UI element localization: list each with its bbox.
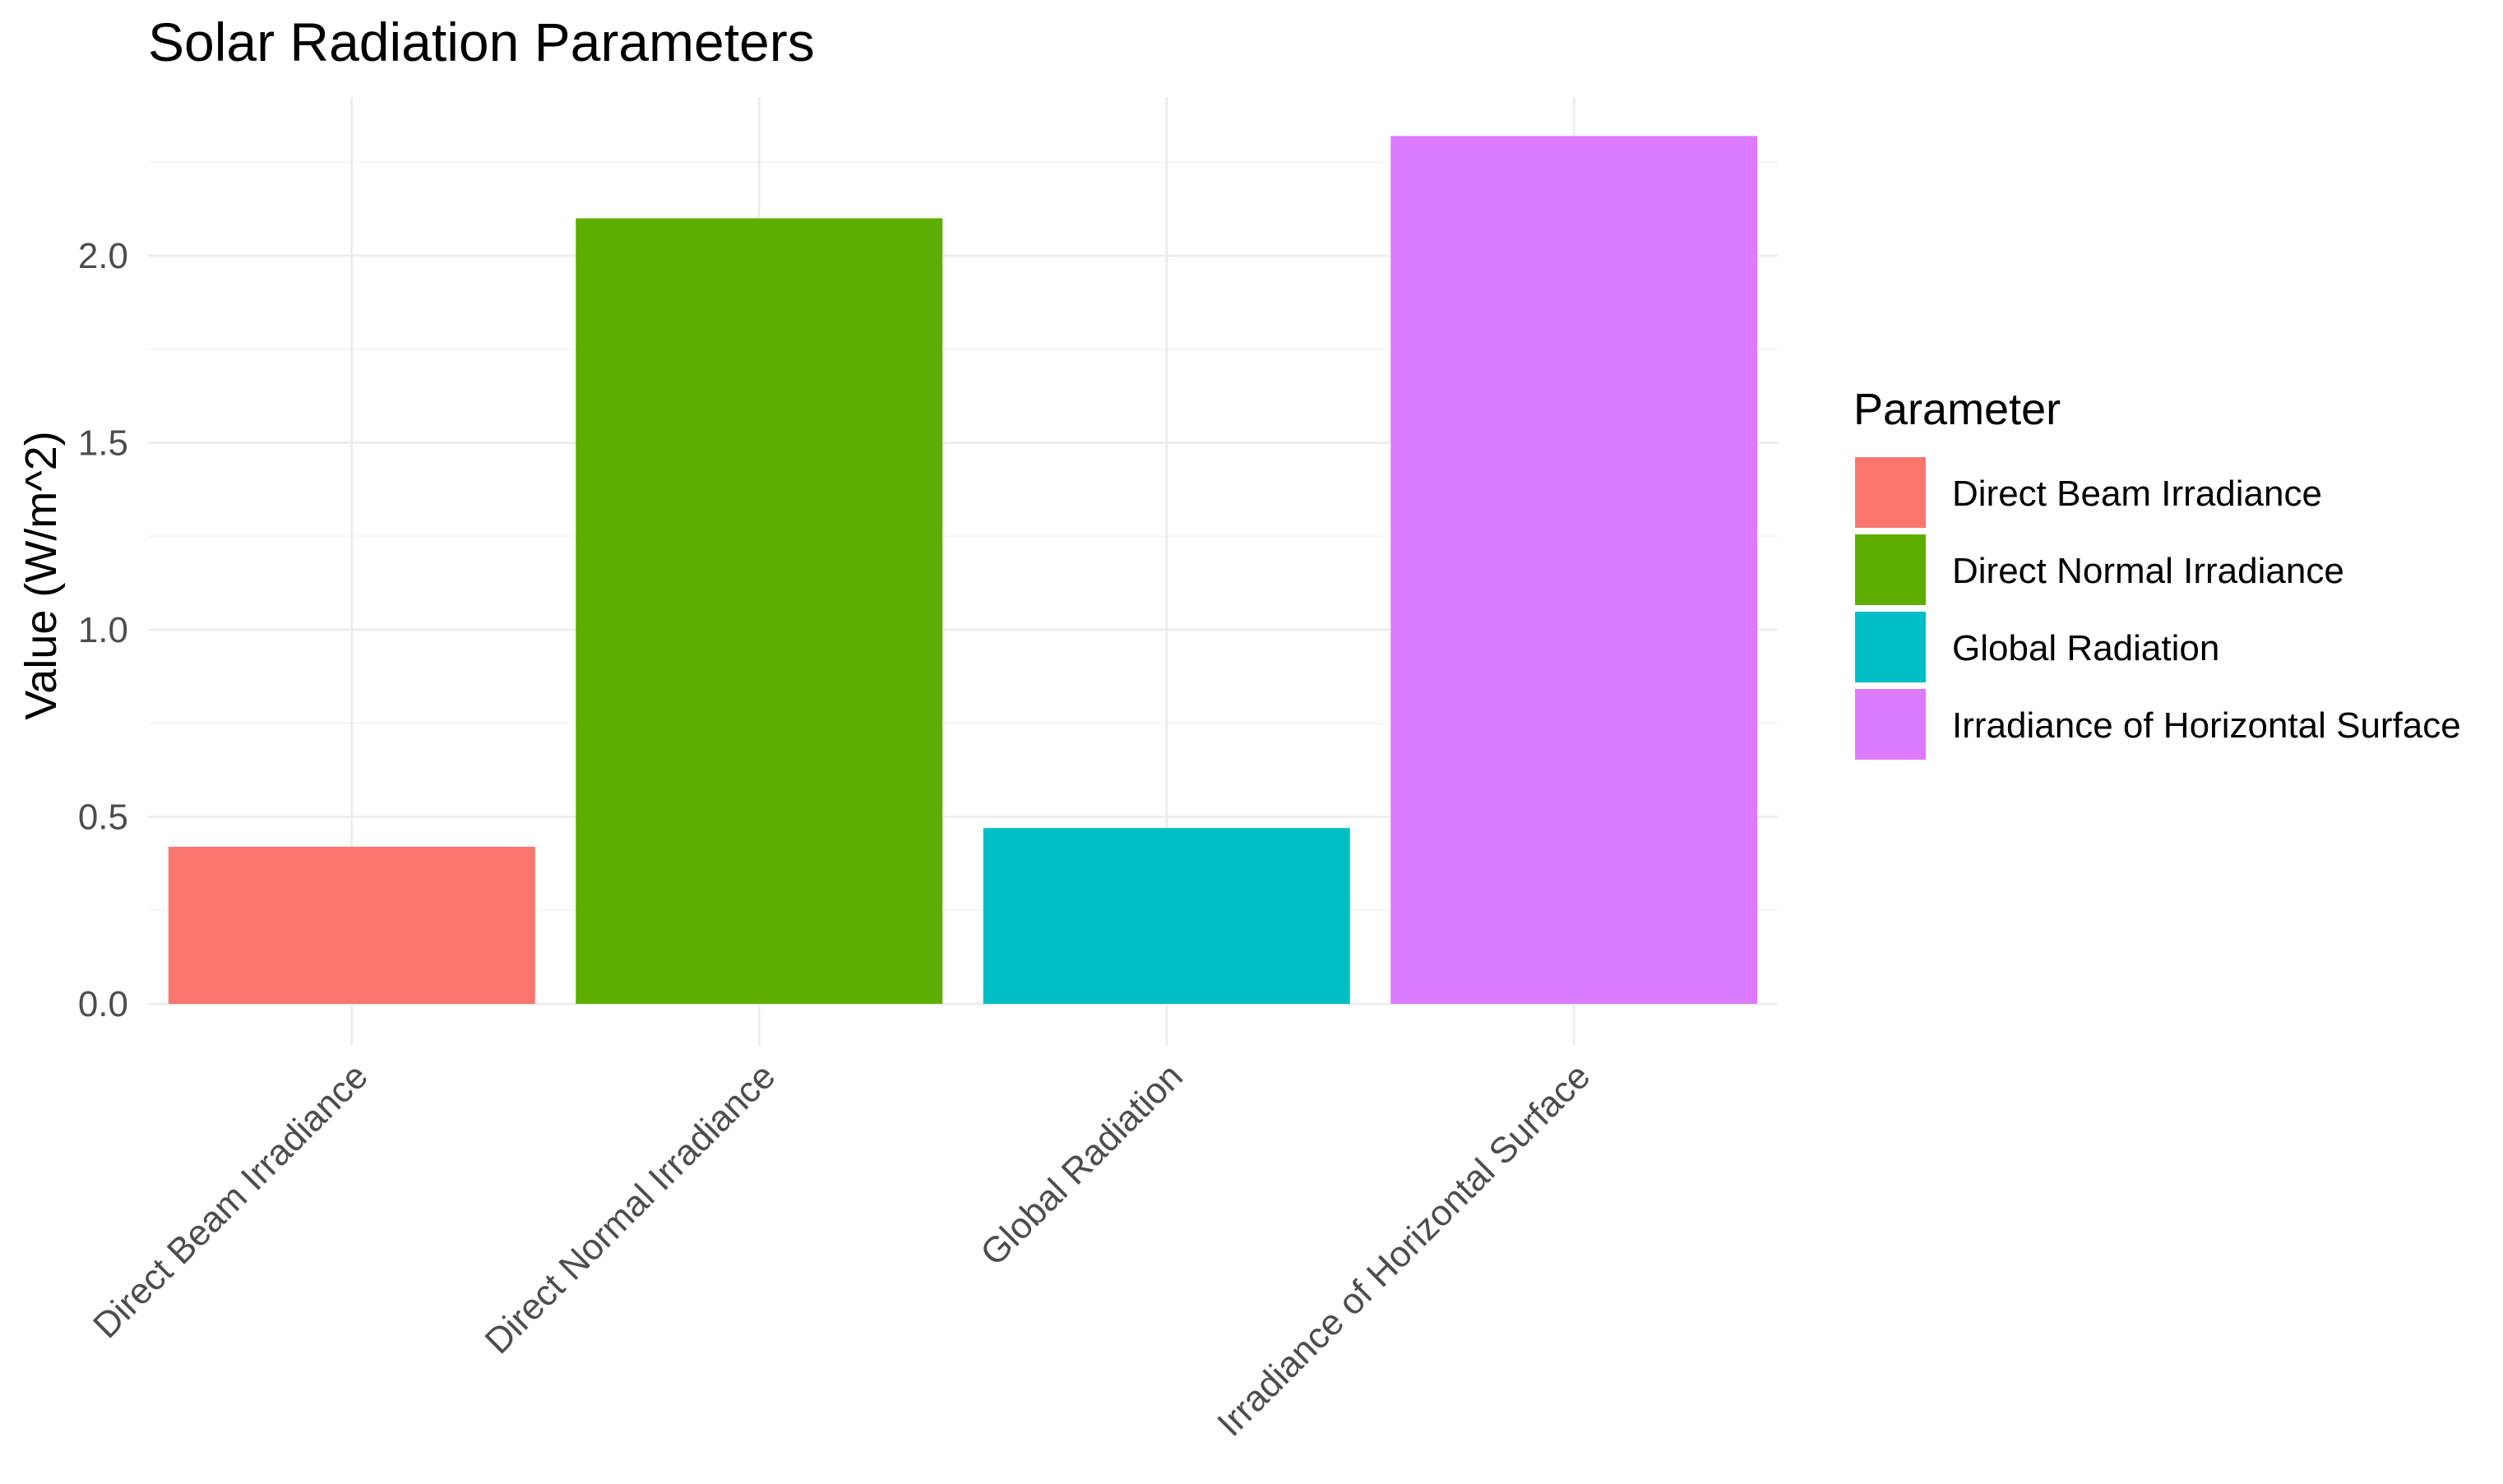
y-tick-label: 2.0: [78, 236, 128, 276]
x-tick-label: Global Radiation: [973, 1056, 1191, 1274]
bar-1: [168, 846, 535, 1004]
legend-label: Direct Beam Irradiance: [1952, 474, 2322, 514]
bar-4: [1390, 136, 1758, 1004]
x-tick-label: Direct Normal Irradiance: [478, 1056, 784, 1361]
legend: Parameter Direct Beam Irradiance Direct N…: [1853, 385, 2461, 760]
y-tick-label: 1.0: [78, 610, 128, 650]
y-tick-label: 0.0: [78, 984, 128, 1024]
y-tick-label: 0.5: [78, 797, 128, 838]
chart-title: Solar Radiation Parameters: [148, 12, 815, 72]
y-axis-title: Value (W/m^2): [16, 431, 66, 719]
legend-title: Parameter: [1853, 385, 2061, 434]
legend-label: Global Radiation: [1952, 628, 2219, 668]
x-tick-label: Irradiance of Horizontal Surface: [1210, 1056, 1598, 1444]
bar-3: [983, 828, 1350, 1004]
legend-label: Irradiance of Horizontal Surface: [1952, 705, 2461, 746]
y-tick-label: 1.5: [78, 423, 128, 464]
bar-layer: [168, 136, 1758, 1004]
legend-label: Direct Normal Irradiance: [1952, 551, 2344, 591]
bar-2: [576, 218, 943, 1004]
legend-key-4: [1855, 689, 1926, 760]
legend-key-2: [1855, 534, 1926, 605]
legend-key-3: [1855, 612, 1926, 682]
legend-key-1: [1855, 457, 1926, 528]
x-tick-label: Direct Beam Irradiance: [86, 1056, 376, 1346]
